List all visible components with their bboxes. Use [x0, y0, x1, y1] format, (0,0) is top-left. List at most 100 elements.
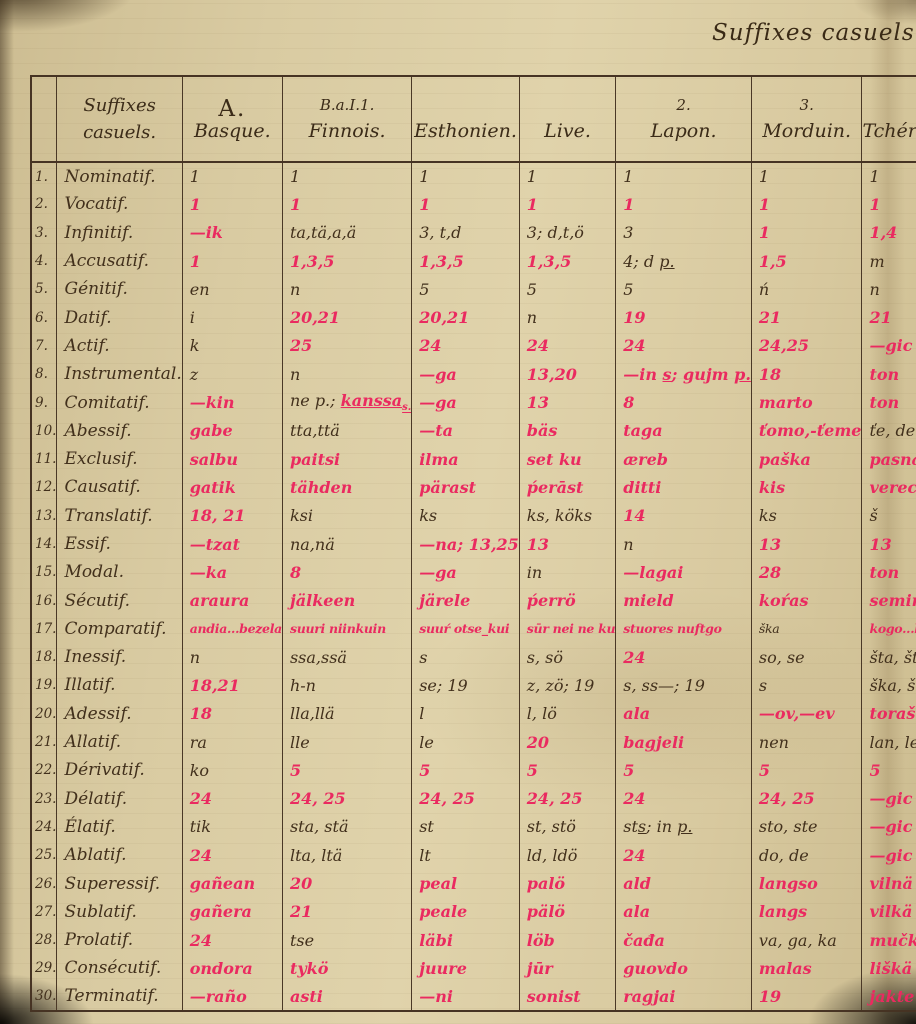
case-name: Terminatif.	[56, 982, 183, 1011]
case-name: Comparatif.	[56, 614, 183, 644]
ink-segment: čađa	[623, 930, 665, 950]
cell-finnois: 25	[281, 331, 413, 361]
cell-esthonien: 24	[411, 331, 520, 361]
cell-finnois: paitsi	[281, 444, 413, 474]
ink-segment: 3, t,d	[419, 223, 462, 243]
row-number: 6.	[30, 303, 58, 332]
cell-finnois: tta,ttä	[281, 416, 413, 445]
table-row: 25. Ablatif. 24 lta, ltä lt ld, ldö 24 do, de —g…	[30, 841, 916, 870]
ink-segment: bagjeli	[623, 732, 685, 752]
ink-segment: sūr nei ne ku	[526, 621, 616, 637]
cell-morduin: malas	[750, 954, 863, 983]
ink-segment: 24	[189, 789, 212, 809]
column-tag: 3.	[799, 96, 814, 114]
cell-tcheremisse: 21	[861, 303, 916, 332]
ink-segment: pasna	[869, 449, 916, 469]
ink-segment: ra	[189, 732, 207, 752]
cell-lapon: taga	[615, 416, 752, 445]
ink-segment: 18, 21	[189, 506, 246, 526]
case-name: Prolatif.	[56, 926, 183, 955]
row-number: 17.	[30, 614, 58, 644]
cell-finnois: 20	[281, 869, 413, 898]
cell-esthonien: 1	[411, 162, 520, 191]
ink-segment: 1	[289, 167, 301, 187]
cell-lapon: sts; in p.	[615, 812, 752, 842]
case-name: Exclusif.	[56, 444, 183, 474]
ink-segment: 24,25	[758, 336, 810, 356]
cell-tcheremisse: šta, štä	[861, 643, 916, 672]
table-row: 4.Accusatif.11,3,51,3,51,3,54; d p.1,5mö…	[30, 246, 916, 276]
ink-segment: löb	[526, 930, 555, 950]
table-row: 5.Génitif.enn555ńnvö	[30, 275, 916, 304]
ink-segment: 24	[623, 647, 646, 667]
cell-morduin: 21	[750, 303, 863, 332]
row-number: 21.	[30, 727, 58, 757]
cell-basque: andia...bezela	[181, 614, 283, 644]
row-number: 9.	[30, 388, 58, 417]
case-name: Essif.	[56, 529, 183, 559]
cell-basque: —raño	[181, 982, 283, 1011]
ink-segment: —ga	[419, 562, 457, 582]
table-row: 2.Vocatif.1111111a	[30, 190, 916, 219]
case-name: Allatif.	[56, 727, 183, 757]
cell-lapon: ala	[615, 897, 752, 927]
cell-morduin: 19	[750, 982, 863, 1011]
ink-segment: 5	[869, 760, 881, 780]
column-header-morduin: 3. Morduin.	[750, 76, 863, 163]
ink-segment: 5	[289, 760, 302, 780]
cell-tcheremisse: ťe, de	[861, 416, 916, 445]
cell-finnois: lta, ltä	[281, 841, 413, 870]
ink-segment: 20	[526, 732, 550, 752]
cell-finnois: 1,3,5	[281, 246, 413, 276]
cell-finnois: 5	[281, 756, 413, 785]
cell-morduin: do, de	[750, 841, 863, 870]
cell-lapon: 8	[615, 388, 752, 417]
cell-lapon: 4; d p.	[615, 246, 752, 276]
ink-segment: läbi	[419, 930, 453, 950]
ink-segment: 18	[189, 704, 212, 724]
case-name: Génitif.	[56, 275, 183, 304]
ink-segment: i	[189, 308, 195, 328]
ink-segment: langs	[758, 902, 808, 922]
case-name: Abessif.	[56, 416, 183, 445]
ink-segment: tykö	[289, 958, 329, 978]
cell-finnois: n	[281, 275, 413, 304]
column-name: Esthonien.	[414, 120, 517, 142]
ink-segment: ton	[869, 562, 900, 582]
table-row: 16. Sécutif. araura jälkeen järele ṕerrö mield…	[30, 586, 916, 615]
table-row: 10. Abessif. gabe tta,ttä —ta bäs taga ťomo,-ťe…	[30, 416, 916, 445]
row-number: 10.	[30, 416, 58, 445]
case-name: Infinitif.	[56, 218, 183, 247]
ink-segment: mučka	[869, 930, 916, 950]
ink-segment: —gic	[869, 789, 913, 809]
cell-morduin: langs	[750, 897, 863, 927]
ink-segment: 1	[189, 194, 201, 214]
cell-basque: salbu	[181, 444, 283, 474]
ink-segment: salbu	[189, 449, 238, 469]
ink-segment: 1	[526, 167, 537, 187]
cell-morduin: s	[750, 671, 863, 700]
cell-tcheremisse: —gic	[861, 331, 916, 361]
cell-tcheremisse: —gic	[861, 812, 916, 842]
cell-esthonien: —na; 13,25	[411, 529, 520, 559]
cell-morduin: 5	[750, 756, 863, 785]
ink-segment: 20	[289, 874, 313, 894]
ink-segment: 21	[289, 902, 313, 922]
cell-esthonien: —ga	[411, 388, 520, 417]
table-row: 18.Inessif. n ssa,ssä s s, sö 24 so, se šta, št…	[30, 643, 916, 672]
table-row: 27. Sublatif. gañera 21 peale pälö ala langs vil…	[30, 897, 916, 927]
cell-esthonien: —ga	[411, 360, 520, 389]
cell-basque: araura	[181, 586, 283, 615]
cell-lapon: n	[615, 529, 752, 559]
ink-segment: l, lö	[526, 704, 557, 724]
case-name: Causatif.	[56, 473, 183, 502]
cell-live: l, lö	[518, 699, 617, 728]
ink-segment: koŕas	[758, 591, 809, 611]
row-number: 5.	[30, 275, 58, 304]
case-name: Instrumental.	[56, 360, 183, 389]
corner-header-line: casuels.	[83, 122, 157, 143]
ink-segment: ditti	[623, 477, 662, 497]
case-name: Consécutif.	[56, 954, 183, 983]
ink-segment: asti	[289, 986, 323, 1006]
